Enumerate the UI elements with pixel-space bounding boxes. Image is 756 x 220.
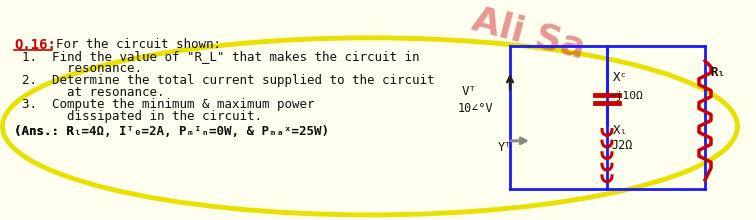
Text: Q.16:: Q.16: <box>14 37 56 51</box>
Text: resonance.: resonance. <box>22 62 142 75</box>
Text: (Ans.: Rₗ=4Ω, Iᵀ₀=2A, Pₘᴵₙ=0W, & Pₘₐˣ=25W): (Ans.: Rₗ=4Ω, Iᵀ₀=2A, Pₘᴵₙ=0W, & Pₘₐˣ=25… <box>14 125 329 138</box>
Text: 2.  Determine the total current supplied to the circuit: 2. Determine the total current supplied … <box>22 74 435 87</box>
Text: Yᵀ: Yᵀ <box>498 141 513 154</box>
Text: (Ans.: R: (Ans.: R <box>14 125 74 138</box>
Text: −j10Ω: −j10Ω <box>609 91 643 101</box>
Text: 1.  Find the value of "R_L" that makes the circuit in: 1. Find the value of "R_L" that makes th… <box>22 50 420 63</box>
Text: For the circuit shown:: For the circuit shown: <box>56 38 221 51</box>
Text: Rₗ: Rₗ <box>710 66 725 79</box>
Text: Xₗ: Xₗ <box>613 124 628 137</box>
Text: at resonance.: at resonance. <box>22 86 165 99</box>
Text: J2Ω: J2Ω <box>611 139 632 152</box>
Text: Vᵀ: Vᵀ <box>462 85 477 98</box>
Text: 3.  Compute the minimum & maximum power: 3. Compute the minimum & maximum power <box>22 98 314 111</box>
Text: Ali Sa: Ali Sa <box>468 2 589 65</box>
Text: 10∠°V: 10∠°V <box>458 102 494 115</box>
Text: dissipated in the circuit.: dissipated in the circuit. <box>22 110 262 123</box>
Text: Xᶜ: Xᶜ <box>613 71 628 84</box>
